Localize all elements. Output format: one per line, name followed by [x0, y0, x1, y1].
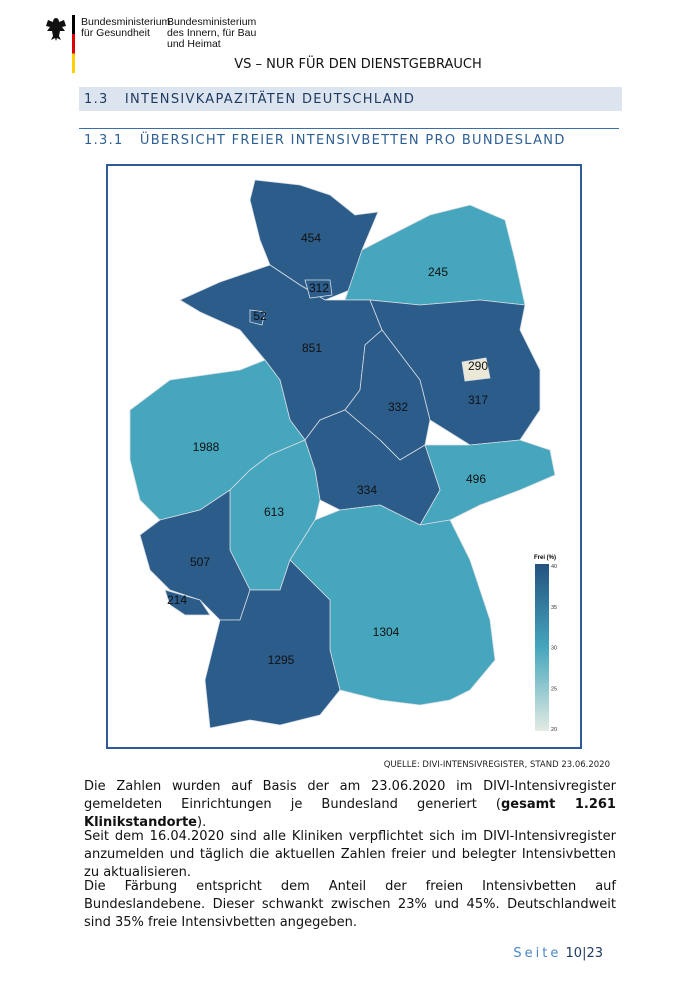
section-title: INTENSIVKAPAZITÄTEN DEUTSCHLAND: [124, 92, 416, 107]
region-label-saarland: 214: [167, 593, 187, 607]
subsection-title: ÜBERSICHT FREIER INTENSIVBETTEN PRO BUND…: [139, 133, 566, 148]
ministry-line: für Gesundheit: [81, 27, 150, 39]
source-caption: QUELLE: DIVI-INTENSIVREGISTER, STAND 23.…: [383, 760, 610, 770]
region-label-bremen: 52: [253, 309, 267, 323]
subsection-rule: [79, 128, 619, 129]
legend-tick: 20: [551, 727, 557, 733]
ministry-line: des Innern, für Bau: [167, 27, 257, 39]
text: Die Zahlen wurden auf Basis der am 23.06…: [84, 779, 616, 812]
section-heading-bar: [79, 87, 622, 111]
ministry-interior: Bundesministerium des Innern, für Bau un…: [167, 17, 256, 50]
legend-tick: 40: [551, 564, 557, 570]
text: ).: [197, 815, 207, 830]
legend-tick: 30: [551, 646, 557, 652]
region-label-mecklenburg-vorpommern: 245: [428, 265, 448, 279]
region-label-rheinland-pfalz: 507: [190, 555, 210, 569]
region-label-thueringen: 334: [357, 483, 377, 497]
region-berlin: [461, 357, 491, 382]
subsection-number: 1.3.1: [84, 133, 124, 148]
classification-label: VS – NUR FÜR DEN DIENSTGEBRAUCH: [234, 57, 482, 72]
page-label: Seite: [513, 946, 562, 961]
legend-colorbar: [535, 564, 549, 731]
region-saarland: [164, 589, 211, 616]
legend-tick: 25: [551, 686, 557, 692]
legend-tick: 35: [551, 605, 557, 611]
region-label-hamburg: 312: [309, 281, 329, 295]
region-label-sachsen-anhalt: 332: [388, 400, 408, 414]
germany-map: 454 245 851 312 52 317 290 332 496 334 1988 613 507 2…: [129, 179, 557, 733]
region-baden-wuerttemberg: [204, 559, 341, 729]
region-label-sachsen: 496: [466, 472, 486, 486]
ministry-line: und Heimat: [167, 38, 221, 50]
region-label-brandenburg: 317: [468, 393, 488, 407]
region-bremen: [249, 309, 266, 326]
total-pages: 23: [586, 946, 603, 961]
page-number: Seite 10|23: [513, 946, 603, 961]
current-page: 10: [565, 946, 583, 961]
region-label-nordrhein-westfalen: 1988: [193, 440, 220, 454]
region-sachsen: [419, 439, 556, 526]
region-label-baden-wuerttemberg: 1295: [268, 653, 295, 667]
ministry-line: Bundesministerium: [167, 16, 257, 28]
subsection-heading: 1.3.1 ÜBERSICHT FREIER INTENSIVBETTEN PR…: [84, 133, 566, 148]
map-frame: [106, 164, 582, 749]
region-hamburg: [304, 279, 333, 299]
flag-stripe: [72, 15, 75, 73]
legend-title: Frei (%): [534, 555, 556, 561]
ministry-health: Bundesministerium für Gesundheit: [81, 17, 170, 39]
region-label-berlin: 290: [468, 359, 488, 373]
region-label-hessen: 613: [264, 505, 284, 519]
region-label-niedersachsen: 851: [302, 341, 322, 355]
section-heading: 1.3 INTENSIVKAPAZITÄTEN DEUTSCHLAND: [84, 92, 415, 107]
region-label-schleswig-holstein: 454: [301, 231, 321, 245]
paragraph-2: Seit dem 16.04.2020 sind alle Kliniken v…: [84, 829, 616, 880]
section-number: 1.3: [84, 92, 109, 107]
paragraph-1: Die Zahlen wurden auf Basis der am 23.06…: [84, 778, 616, 832]
bold-text: gesamt 1.261 Klinikstandorte: [84, 797, 616, 830]
ministry-line: Bundesministerium: [81, 16, 171, 28]
paragraph-3: Die Färbung entspricht dem Anteil der fr…: [84, 879, 616, 930]
region-label-bayern: 1304: [373, 625, 400, 639]
federal-eagle-logo: [46, 18, 66, 41]
